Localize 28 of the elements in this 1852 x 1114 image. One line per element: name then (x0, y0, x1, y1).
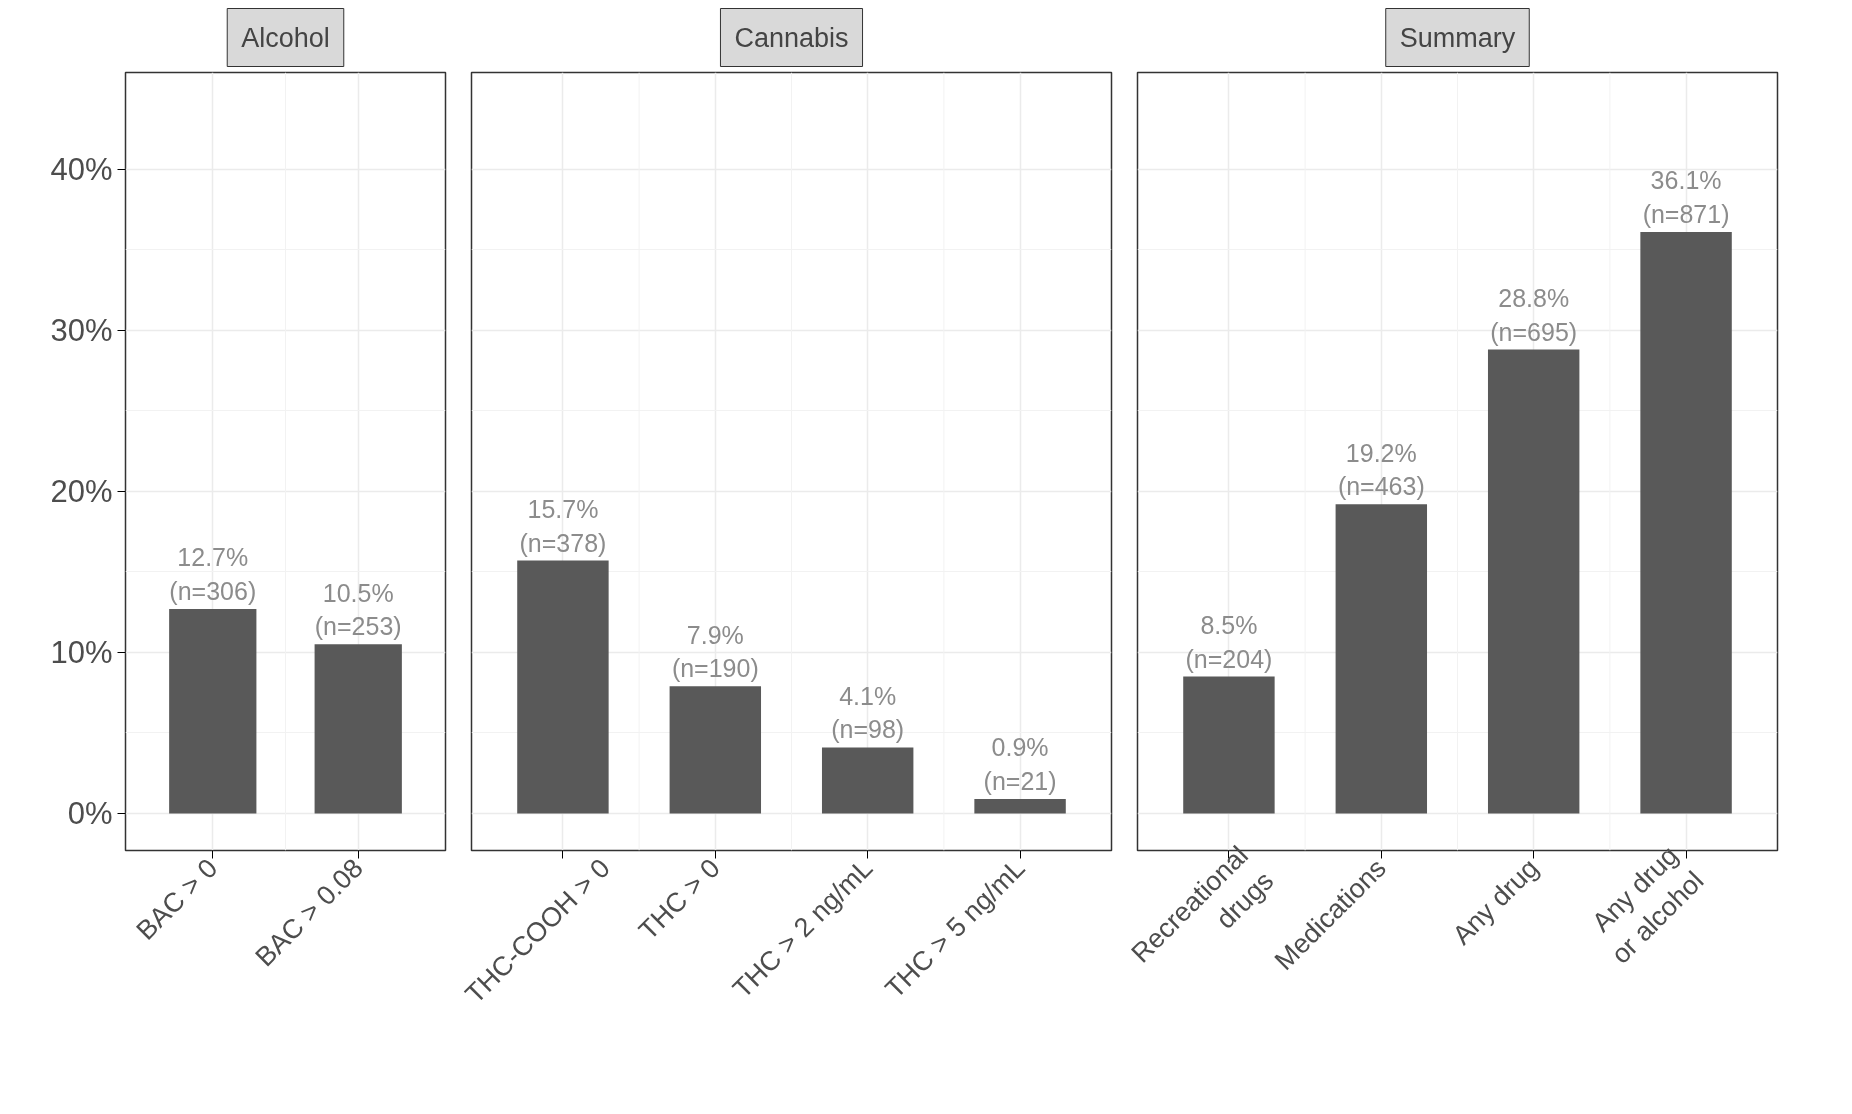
y-tick-label: 30% (50, 312, 113, 348)
bar (669, 686, 762, 814)
y-tick-label: 40% (50, 151, 113, 187)
chart-title: Summary (1399, 22, 1516, 53)
y-tick-label: 10% (50, 634, 113, 670)
data-label: 12.7% (n=306) (169, 543, 257, 605)
chart-title: Alcohol (241, 22, 330, 53)
data-label: 4.1% (n=98) (831, 681, 905, 744)
bar (1640, 231, 1732, 814)
data-label: 8.5% (n=204) (1185, 610, 1273, 673)
data-label: 15.7% (n=378) (519, 494, 607, 557)
data-label: 28.8% (n=695) (1490, 283, 1578, 346)
bar (1335, 504, 1428, 814)
bar (821, 747, 914, 814)
y-tick-label: 0% (67, 795, 113, 831)
data-label: 7.9% (n=190) (671, 620, 759, 683)
data-label: 36.1% (n=871) (1642, 166, 1730, 228)
data-label: 0.9% (n=21) (983, 733, 1057, 795)
x-tick-label: THC > 0 (633, 852, 726, 946)
data-label: 19.2% (n=463) (1337, 438, 1425, 501)
bar (517, 560, 609, 814)
x-tick-label: Any drug (1446, 852, 1545, 951)
chart-title: Cannabis (734, 22, 849, 53)
data-label: 10.5% (n=253) (314, 578, 402, 641)
bar (974, 798, 1066, 814)
bar (1487, 349, 1580, 814)
y-tick-label: 20% (50, 473, 113, 509)
bar (1183, 676, 1275, 814)
